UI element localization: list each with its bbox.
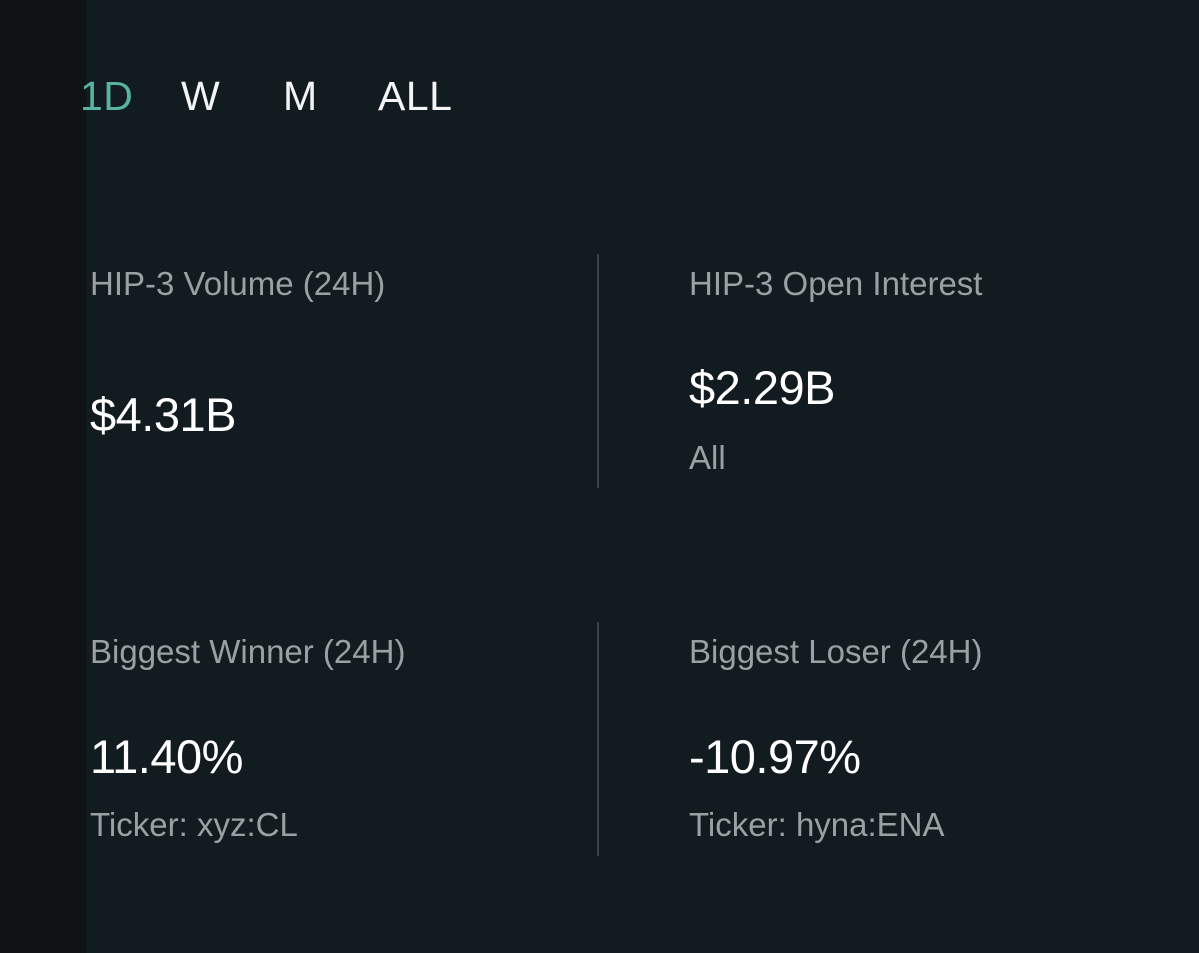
volume-value: $4.31B <box>90 388 236 441</box>
loser-stat: Biggest Loser (24H) -10.97% Ticker: hyna… <box>689 632 982 845</box>
tab-w[interactable]: W <box>181 73 221 119</box>
open-interest-scope: All <box>689 439 726 476</box>
timeframe-tabs: 1D W M ALL <box>80 72 452 120</box>
tab-all[interactable]: ALL <box>378 73 453 119</box>
open-interest-value: $2.29B <box>689 361 835 414</box>
winner-value: 11.40% <box>90 730 243 783</box>
loser-label: Biggest Loser (24H) <box>689 633 983 670</box>
winner-label: Biggest Winner (24H) <box>90 633 406 670</box>
stats-panel <box>86 0 1199 953</box>
tab-1d[interactable]: 1D <box>80 73 134 119</box>
tab-m[interactable]: M <box>283 73 318 119</box>
row1-divider <box>597 254 599 488</box>
loser-ticker: Ticker: hyna:ENA <box>689 806 945 843</box>
winner-stat: Biggest Winner (24H) 11.40% Ticker: xyz:… <box>90 632 405 845</box>
loser-value: -10.97% <box>689 730 861 783</box>
row2-divider <box>597 622 599 856</box>
open-interest-label: HIP-3 Open Interest <box>689 265 983 302</box>
winner-ticker: Ticker: xyz:CL <box>90 806 298 843</box>
volume-stat: HIP-3 Volume (24H) $4.31B <box>90 264 385 443</box>
volume-label: HIP-3 Volume (24H) <box>90 265 386 302</box>
open-interest-stat: HIP-3 Open Interest $2.29B All <box>689 264 982 478</box>
